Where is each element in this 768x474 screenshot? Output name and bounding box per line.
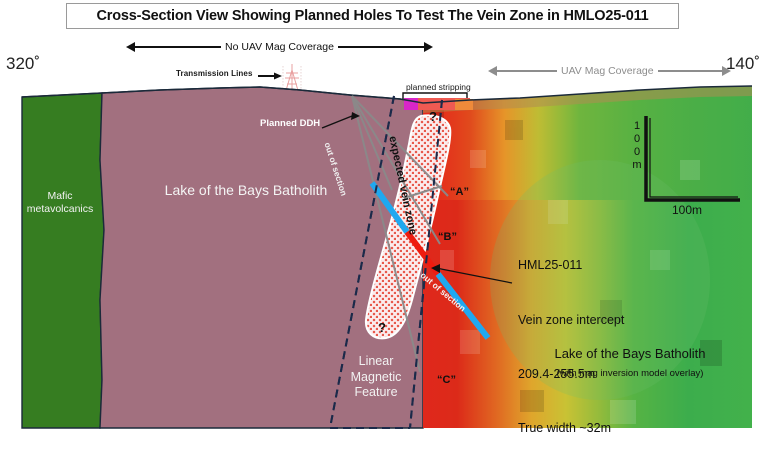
scale-bar-vertical-label: 1 0 0 m (632, 120, 642, 171)
planned-hole-b-label: “B” (438, 231, 457, 243)
hole-info-line3: 209.4-255.5m (518, 367, 596, 381)
topography-surface-line (21, 85, 753, 104)
planned-hole-a-label: “A” (450, 186, 469, 198)
cross-section-canvas (21, 85, 753, 429)
figure-title-box: Cross-Section View Showing Planned Holes… (66, 3, 679, 29)
planned-ddh-leader-arrow (321, 112, 360, 129)
hole-info-block: HML25-011 Vein zone intercept 209.4-255.… (518, 220, 732, 474)
arrow-left-icon (126, 42, 135, 52)
unit-mafic-metavolcanics (21, 92, 105, 429)
query-marker-upper: ? (429, 109, 437, 124)
uav-coverage-annotation: UAV Mag Coverage (488, 65, 731, 77)
unit-label-batholith-right-sub: (with mag inversion model overlay) (556, 368, 704, 379)
transmission-lines-arrow-icon (258, 72, 282, 80)
azimuth-left-label: 320˚ (6, 54, 41, 73)
coverage-line (657, 70, 722, 72)
unit-label-batholith-right: Lake of the Bays Batholith (554, 346, 706, 361)
hml25-011-hole-trace-lower (435, 272, 491, 340)
no-uav-coverage-annotation: No UAV Mag Coverage (126, 41, 433, 53)
arrow-left-icon (488, 66, 497, 76)
coverage-line (135, 46, 221, 48)
planned-hole-b-trace (351, 95, 441, 245)
expected-vein-zone-body (364, 114, 452, 340)
out-of-section-boundary-right (409, 99, 443, 429)
hml25-011-vein-intercept (404, 230, 441, 276)
unit-label-linear-magnetic-feature: Linear Magnetic Feature (350, 354, 402, 400)
coverage-line (337, 46, 424, 48)
arrow-right-icon (721, 66, 731, 76)
planned-stripping-bracket (402, 92, 468, 101)
cross-section-figure: Cross-Section View Showing Planned Holes… (6, 3, 760, 436)
planned-hole-c-label: “C” (437, 374, 456, 386)
query-marker-lower: ? (378, 320, 386, 335)
azimuth-right-label: 140˚ (725, 54, 760, 73)
transmission-lines-label: Transmission Lines (176, 69, 253, 78)
scale-bar-horizontal-label: 100m (672, 203, 703, 217)
uav-coverage-label: UAV Mag Coverage (561, 65, 654, 77)
hole-info-line2: Vein zone intercept (518, 312, 625, 327)
hole-info-line4: True width ~32m (518, 421, 611, 436)
hole-info-name: HML25-011 (518, 258, 583, 273)
arrow-right-icon (423, 42, 433, 52)
out-of-section-boundary-left (329, 95, 395, 429)
planned-stripping-label: planned stripping (406, 82, 471, 92)
planned-ddh-label: Planned DDH (260, 118, 321, 129)
figure-title: Cross-Section View Showing Planned Holes… (96, 8, 649, 24)
planned-hole-a-trace (351, 95, 449, 197)
no-uav-coverage-label: No UAV Mag Coverage (225, 41, 334, 53)
scale-bar (644, 116, 740, 202)
hml25-011-hole-trace-upper (369, 181, 410, 234)
planned-drillhole-traces (351, 95, 449, 373)
coverage-line (497, 70, 557, 72)
expected-vein-zone-leader (403, 185, 443, 199)
planned-hole-c-trace (351, 95, 421, 373)
unit-label-mafic-metavolcanics: Mafic metavolcanics (26, 190, 94, 216)
planned-hole-extra-trace (351, 95, 393, 191)
mag-inversion-overlay (423, 86, 752, 428)
unit-label-batholith: Lake of the Bays Batholith (164, 182, 328, 198)
intercept-leader-line (431, 264, 513, 284)
